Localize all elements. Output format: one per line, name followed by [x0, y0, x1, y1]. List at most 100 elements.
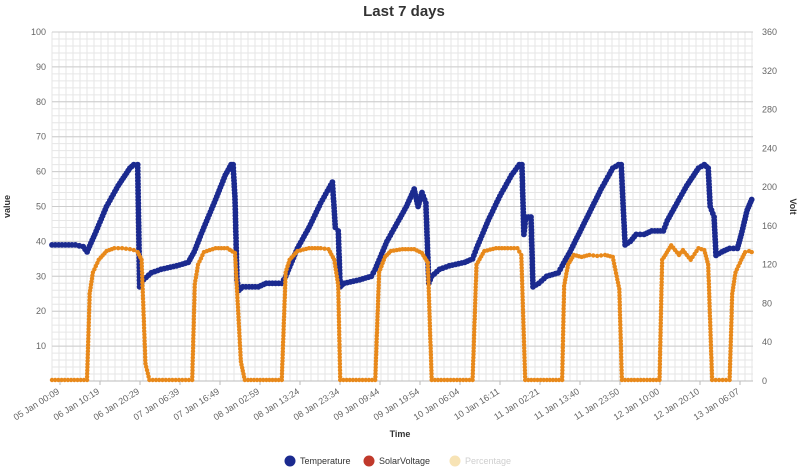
data-point	[85, 371, 90, 376]
data-point	[144, 364, 149, 369]
data-point	[561, 290, 567, 295]
data-point	[521, 329, 526, 335]
data-point	[641, 377, 646, 383]
data-point	[233, 263, 238, 268]
data-point	[235, 301, 240, 307]
data-point	[723, 377, 729, 383]
data-point	[727, 371, 732, 376]
data-point	[618, 325, 623, 331]
data-point	[75, 377, 80, 383]
data-point	[375, 317, 380, 323]
data-point	[519, 259, 524, 264]
data-point	[428, 349, 433, 354]
data-point	[428, 336, 433, 341]
data-point	[550, 377, 556, 383]
data-point	[192, 301, 197, 306]
data-point	[374, 343, 379, 348]
data-point	[611, 257, 616, 263]
data-point	[191, 320, 196, 325]
data-point	[658, 308, 664, 313]
data-point	[659, 260, 665, 266]
data-point	[598, 253, 604, 258]
data-point	[470, 365, 476, 370]
data-point	[561, 300, 566, 305]
data-point	[357, 377, 362, 383]
data-point	[617, 296, 622, 301]
data-point	[86, 339, 91, 344]
data-point	[116, 246, 121, 251]
data-point	[282, 308, 287, 313]
data-point	[707, 294, 712, 299]
data-point	[520, 297, 525, 303]
data-point	[279, 374, 285, 380]
data-point	[471, 336, 477, 341]
data-point	[190, 368, 195, 373]
data-point	[85, 352, 91, 357]
data-point	[336, 313, 341, 318]
right-y-tick-label: 80	[762, 298, 772, 308]
data-point	[153, 377, 159, 383]
data-point	[522, 358, 527, 363]
data-point	[729, 326, 734, 332]
data-point	[461, 377, 466, 383]
data-point	[86, 313, 92, 319]
data-point	[234, 273, 239, 278]
data-point	[86, 336, 91, 341]
data-point	[68, 377, 74, 383]
data-point	[451, 377, 456, 383]
data-point	[238, 346, 243, 351]
data-point	[140, 280, 145, 285]
legend-item-solarvoltage[interactable]: SolarVoltage	[363, 455, 431, 467]
data-point	[374, 336, 379, 342]
data-point	[470, 371, 475, 376]
data-point	[374, 346, 379, 351]
data-point	[728, 349, 733, 354]
data-point	[560, 348, 565, 353]
data-point	[427, 327, 433, 332]
data-point	[644, 377, 650, 383]
data-point	[283, 282, 288, 288]
data-point	[521, 336, 527, 341]
data-point	[454, 377, 460, 383]
data-point	[560, 342, 566, 347]
data-point	[617, 309, 623, 314]
data-point	[708, 323, 713, 328]
data-point	[657, 365, 662, 370]
data-point	[261, 377, 266, 383]
data-point	[651, 377, 656, 383]
data-point	[281, 324, 286, 329]
data-point	[659, 289, 664, 294]
data-point	[470, 377, 475, 383]
data-point	[508, 246, 514, 251]
data-point	[237, 327, 242, 332]
data-point	[281, 333, 286, 338]
data-point	[190, 371, 195, 376]
data-point	[375, 311, 380, 316]
data-point	[471, 349, 476, 354]
data-point	[659, 276, 664, 281]
data-point	[334, 270, 339, 276]
data-point	[709, 358, 714, 363]
data-point	[141, 312, 146, 318]
legend-item-temperature[interactable]: Temperature	[284, 455, 351, 467]
data-point	[520, 284, 525, 290]
data-point	[472, 320, 477, 325]
data-point	[280, 358, 285, 364]
data-point	[708, 336, 713, 341]
right-y-tick-label: 160	[762, 221, 777, 231]
data-point	[427, 330, 433, 335]
data-point	[560, 364, 565, 370]
legend-item-percentage[interactable]: Percentage	[449, 455, 512, 467]
data-point	[282, 298, 287, 304]
data-point	[541, 377, 546, 383]
data-point	[375, 301, 381, 307]
right-y-tick-label: 360	[762, 27, 777, 37]
data-point	[617, 290, 622, 295]
data-point	[141, 299, 146, 305]
data-point	[139, 267, 145, 272]
data-point	[248, 377, 254, 383]
data-point	[376, 279, 381, 285]
data-point	[87, 304, 92, 309]
data-point	[280, 352, 285, 357]
